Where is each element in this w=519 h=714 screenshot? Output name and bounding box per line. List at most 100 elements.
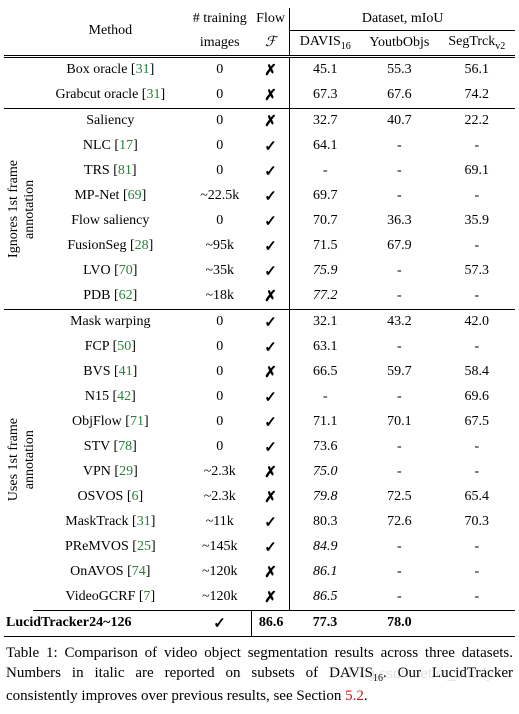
cell-train: ~2.3k	[188, 485, 252, 510]
ignores-group: Ignores 1st frameannotationSaliency0✗32.…	[4, 109, 515, 310]
table-row: VideoGCRF [7]~120k✗86.5--	[4, 585, 515, 611]
cell-method: VPN [29]	[33, 460, 188, 485]
cell-seg: 35.9	[439, 209, 515, 234]
cell-method: PReMVOS [25]	[33, 535, 188, 560]
table-row: MP-Net [69]~22.5k✓69.7--	[4, 184, 515, 209]
cell-davis: 75.0	[290, 460, 360, 485]
cell-davis: 73.6	[290, 435, 360, 460]
cell-davis: 71.5	[290, 234, 360, 259]
hdr-dataset: Dataset, mIoU	[290, 8, 515, 31]
cell-davis: 32.1	[290, 310, 360, 335]
cell-method: FusionSeg [28]	[33, 234, 188, 259]
table-row: OnAVOS [74]~120k✗86.1--	[4, 560, 515, 585]
cell-youtb: 43.2	[360, 310, 438, 335]
cell-seg: -	[439, 585, 515, 611]
cell-train: ~120k	[188, 560, 252, 585]
cell-method: STV [78]	[33, 435, 188, 460]
cell-train: 0	[188, 134, 252, 159]
cell-flow: ✓	[252, 410, 290, 435]
cell-method: MP-Net [69]	[33, 184, 188, 209]
cell-method: Saliency	[33, 109, 188, 134]
cell-davis: 67.3	[290, 83, 360, 109]
table-row: VPN [29]~2.3k✗75.0--	[4, 460, 515, 485]
cell-flow: ✗	[252, 109, 290, 134]
hdr-method: Method	[33, 8, 188, 56]
cell-flow: ✗	[252, 460, 290, 485]
oracle-group: Box oracle [31]0✗45.155.356.1Grabcut ora…	[4, 58, 515, 109]
cell-davis: 71.1	[290, 410, 360, 435]
hdr-davis: DAVIS16	[290, 31, 360, 57]
cell-method: VideoGCRF [7]	[33, 585, 188, 611]
cell-youtb: 40.7	[360, 109, 438, 134]
cell-flow: ✓	[252, 335, 290, 360]
cell-seg: -	[439, 284, 515, 310]
cell-davis: 77.2	[290, 284, 360, 310]
cell-seg: 42.0	[439, 310, 515, 335]
cell-seg: 56.1	[439, 58, 515, 83]
cell-davis: 64.1	[290, 134, 360, 159]
cell-youtb: 55.3	[360, 58, 438, 83]
caption-text1-sub: 16	[373, 673, 383, 684]
cell-youtb: -	[360, 560, 438, 585]
hdr-training-l1: # training	[188, 8, 252, 31]
cell-youtb: -	[360, 184, 438, 209]
cell-youtb: -	[360, 134, 438, 159]
cell-method: N15 [42]	[33, 385, 188, 410]
cell-davis: 45.1	[290, 58, 360, 83]
cell-davis: 84.9	[290, 535, 360, 560]
cell-method: FCP [50]	[33, 335, 188, 360]
cell-seg: -	[439, 134, 515, 159]
cell-seg: 65.4	[439, 485, 515, 510]
group-label: Ignores 1st frameannotation	[6, 158, 38, 260]
cell-seg: 69.6	[439, 385, 515, 410]
table-row: Uses 1st frameannotationMask warping0✓32…	[4, 310, 515, 335]
cell-youtb: -	[360, 460, 438, 485]
cell-method: Box oracle [31]	[33, 58, 188, 83]
cell-method: LucidTracker	[4, 611, 33, 637]
cell-davis: 32.7	[290, 109, 360, 134]
cell-train: ~18k	[188, 284, 252, 310]
table-row: Ignores 1st frameannotationSaliency0✗32.…	[4, 109, 515, 134]
cell-davis: 86.5	[290, 585, 360, 611]
cell-youtb: -	[360, 259, 438, 284]
cell-flow: ✓	[252, 209, 290, 234]
cell-seg: -	[439, 535, 515, 560]
hdr-flow-l1: Flow	[252, 8, 290, 31]
cell-davis: -	[290, 385, 360, 410]
cell-seg: -	[439, 460, 515, 485]
cell-flow: ✗	[252, 83, 290, 109]
cell-seg: 70.3	[439, 510, 515, 535]
cell-youtb: -	[360, 335, 438, 360]
cell-youtb: -	[360, 385, 438, 410]
table-row: OSVOS [6]~2.3k✗79.872.565.4	[4, 485, 515, 510]
cell-youtb: 67.9	[360, 234, 438, 259]
table-row: PDB [62]~18k✗77.2--	[4, 284, 515, 310]
cell-train: ~95k	[188, 234, 252, 259]
cell-flow: ✓	[188, 611, 252, 637]
cell-youtb: 72.5	[360, 485, 438, 510]
table-row: MaskTrack [31]~11k✓80.372.670.3	[4, 510, 515, 535]
cell-seg: 22.2	[439, 109, 515, 134]
cell-train: 0	[188, 435, 252, 460]
cell-flow: ✗	[252, 485, 290, 510]
cell-train: 0	[188, 410, 252, 435]
cell-flow: ✗	[252, 284, 290, 310]
cell-train: 0	[188, 335, 252, 360]
header-row-1: Method # training Flow Dataset, mIoU	[4, 8, 515, 31]
caption-text3: .	[364, 688, 368, 704]
cell-seg: 69.1	[439, 159, 515, 184]
cell-flow: ✓	[252, 510, 290, 535]
cell-seg: 74.2	[439, 83, 515, 109]
hdr-youtb: YoutbObjs	[360, 31, 438, 57]
hdr-training-l2: images	[188, 31, 252, 57]
rule-bottom	[4, 636, 515, 637]
cell-train: 0	[188, 209, 252, 234]
table-row: PReMVOS [25]~145k✓84.9--	[4, 535, 515, 560]
caption-ref: 5.2	[345, 688, 364, 704]
cell-youtb: 72.6	[360, 510, 438, 535]
cell-seg: 57.3	[439, 259, 515, 284]
table-row: TRS [81]0✓--69.1	[4, 159, 515, 184]
table-row: STV [78]0✓73.6--	[4, 435, 515, 460]
cell-flow: ✓	[252, 234, 290, 259]
cell-train: 0	[188, 109, 252, 134]
